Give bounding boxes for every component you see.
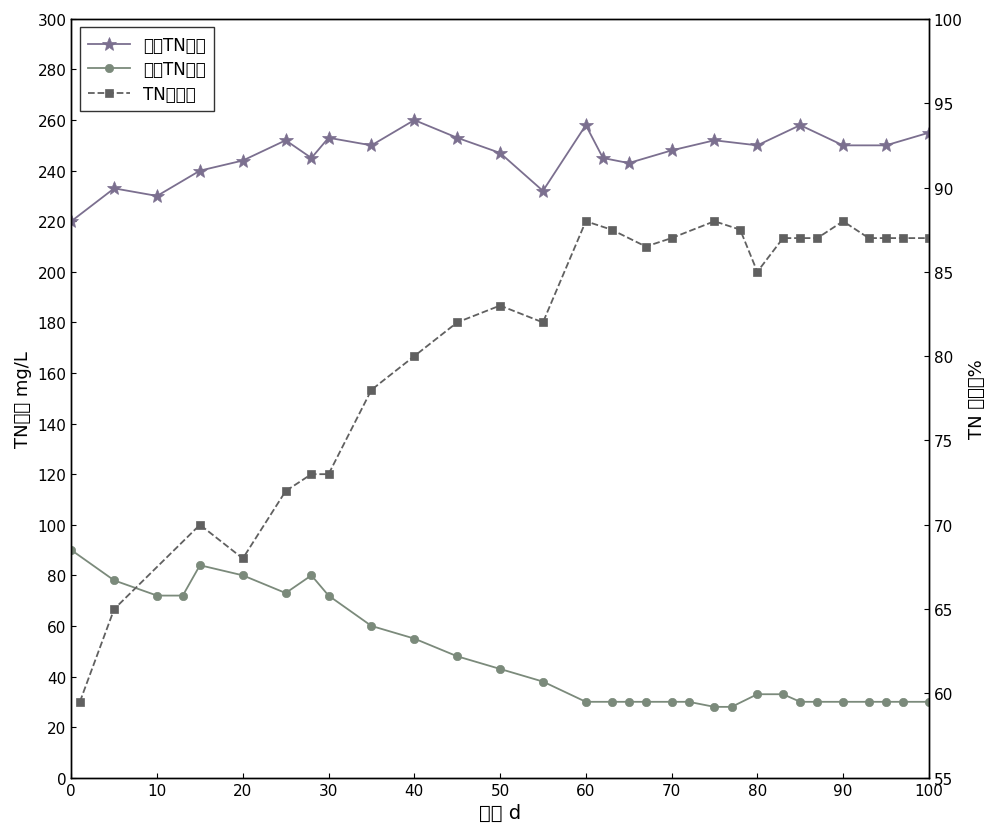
出水TN浓度 (494, 664, 506, 674)
Legend: 进水TN浓度, 出水TN浓度, TN去除率: 进水TN浓度, 出水TN浓度, TN去除率 (80, 28, 214, 112)
TN去除率 (923, 234, 935, 244)
TN去除率 (580, 217, 592, 227)
TN去除率 (811, 234, 823, 244)
出水TN浓度 (880, 697, 892, 707)
出水TN浓度 (280, 589, 292, 599)
TN去除率 (897, 234, 909, 244)
Line: 进水TN浓度: 进水TN浓度 (64, 114, 936, 229)
Line: 出水TN浓度: 出水TN浓度 (67, 546, 933, 711)
TN去除率 (640, 242, 652, 252)
出水TN浓度 (708, 702, 720, 712)
TN去除率 (666, 234, 678, 244)
TN去除率 (863, 234, 875, 244)
进水TN浓度 (323, 134, 335, 144)
出水TN浓度 (580, 697, 592, 707)
进水TN浓度 (108, 184, 120, 194)
TN去除率 (365, 385, 377, 395)
进水TN浓度 (537, 186, 549, 196)
出水TN浓度 (606, 697, 618, 707)
TN去除率 (280, 487, 292, 497)
出水TN浓度 (177, 591, 189, 601)
出水TN浓度 (365, 621, 377, 631)
进水TN浓度 (666, 146, 678, 156)
出水TN浓度 (811, 697, 823, 707)
进水TN浓度 (923, 129, 935, 139)
进水TN浓度 (623, 159, 635, 169)
出水TN浓度 (751, 690, 763, 700)
出水TN浓度 (777, 690, 789, 700)
出水TN浓度 (108, 576, 120, 586)
Y-axis label: TN浓度 mg/L: TN浓度 mg/L (14, 350, 32, 447)
出水TN浓度 (897, 697, 909, 707)
出水TN浓度 (305, 571, 317, 581)
出水TN浓度 (237, 571, 249, 581)
TN去除率 (537, 318, 549, 328)
出水TN浓度 (923, 697, 935, 707)
进水TN浓度 (794, 121, 806, 131)
TN去除率 (794, 234, 806, 244)
Y-axis label: TN 去除率%: TN 去除率% (968, 359, 986, 439)
X-axis label: 时间 d: 时间 d (479, 803, 521, 822)
TN去除率 (74, 697, 86, 707)
进水TN浓度 (280, 136, 292, 146)
出水TN浓度 (837, 697, 849, 707)
出水TN浓度 (323, 591, 335, 601)
TN去除率 (606, 226, 618, 236)
进水TN浓度 (151, 191, 163, 201)
TN去除率 (494, 301, 506, 311)
TN去除率 (880, 234, 892, 244)
Line: TN去除率: TN去除率 (76, 218, 933, 706)
出水TN浓度 (194, 560, 206, 570)
TN去除率 (323, 470, 335, 480)
出水TN浓度 (863, 697, 875, 707)
出水TN浓度 (640, 697, 652, 707)
进水TN浓度 (408, 116, 420, 126)
进水TN浓度 (194, 166, 206, 176)
TN去除率 (451, 318, 463, 328)
TN去除率 (708, 217, 720, 227)
出水TN浓度 (794, 697, 806, 707)
出水TN浓度 (623, 697, 635, 707)
出水TN浓度 (537, 677, 549, 687)
进水TN浓度 (365, 141, 377, 151)
出水TN浓度 (726, 702, 738, 712)
TN去除率 (777, 234, 789, 244)
TN去除率 (751, 268, 763, 278)
进水TN浓度 (451, 134, 463, 144)
进水TN浓度 (751, 141, 763, 151)
出水TN浓度 (65, 545, 77, 555)
TN去除率 (237, 553, 249, 563)
进水TN浓度 (305, 154, 317, 164)
TN去除率 (408, 352, 420, 362)
进水TN浓度 (708, 136, 720, 146)
出水TN浓度 (451, 651, 463, 661)
TN去除率 (305, 470, 317, 480)
进水TN浓度 (65, 217, 77, 227)
进水TN浓度 (597, 154, 609, 164)
进水TN浓度 (880, 141, 892, 151)
出水TN浓度 (683, 697, 695, 707)
TN去除率 (108, 604, 120, 614)
出水TN浓度 (666, 697, 678, 707)
TN去除率 (194, 520, 206, 530)
进水TN浓度 (237, 156, 249, 166)
进水TN浓度 (494, 149, 506, 159)
出水TN浓度 (408, 634, 420, 644)
TN去除率 (837, 217, 849, 227)
进水TN浓度 (580, 121, 592, 131)
TN去除率 (734, 226, 746, 236)
出水TN浓度 (151, 591, 163, 601)
进水TN浓度 (837, 141, 849, 151)
